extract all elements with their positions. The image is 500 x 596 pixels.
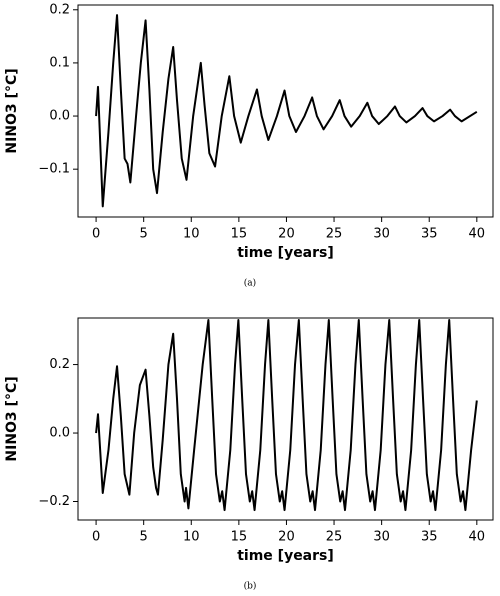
x-tick-label: 20: [278, 227, 295, 242]
data-line: [95, 319, 478, 512]
x-tick-label: 0: [92, 530, 100, 545]
x-axis-label: time [years]: [237, 245, 334, 261]
caption: (b): [244, 581, 257, 592]
plot-frame: [77, 317, 494, 521]
plot-frame: [77, 4, 494, 218]
y-tick-label: 0.1: [49, 55, 70, 70]
x-tick-label: 15: [231, 227, 248, 242]
y-axis-label: NINO3 [°C]: [4, 376, 20, 461]
x-tick-label: 5: [140, 227, 148, 242]
y-tick-label: −0.2: [38, 494, 70, 509]
x-tick-label: 40: [469, 227, 486, 242]
x-tick-label: 30: [373, 530, 390, 545]
x-tick-label: 15: [231, 530, 248, 545]
caption: (a): [244, 278, 256, 289]
y-tick-label: 0.2: [49, 2, 70, 17]
y-tick-label: −0.1: [38, 162, 70, 177]
y-axis-label: NINO3 [°C]: [4, 68, 20, 153]
x-tick-label: 30: [373, 227, 390, 242]
data-line: [95, 14, 478, 208]
x-tick-label: 40: [469, 530, 486, 545]
x-tick-label: 10: [183, 227, 200, 242]
x-tick-label: 0: [92, 227, 100, 242]
x-tick-label: 35: [421, 530, 438, 545]
x-tick-label: 25: [326, 530, 343, 545]
x-tick-label: 20: [278, 530, 295, 545]
x-axis-label: time [years]: [237, 548, 334, 564]
x-tick-label: 25: [326, 227, 343, 242]
y-tick-label: 0.2: [49, 357, 70, 372]
x-tick-label: 35: [421, 227, 438, 242]
x-tick-label: 5: [140, 530, 148, 545]
y-tick-label: 0.0: [49, 426, 70, 441]
x-tick-label: 10: [183, 530, 200, 545]
y-tick-label: 0.0: [49, 109, 70, 124]
